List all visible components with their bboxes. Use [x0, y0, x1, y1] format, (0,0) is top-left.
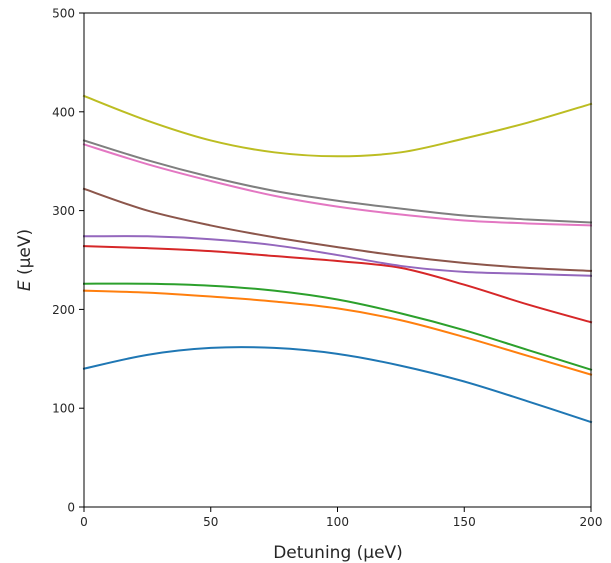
- series-line-8: [82, 139, 593, 224]
- series-line-6: [82, 187, 593, 272]
- y-axis-label-var: E: [15, 280, 35, 291]
- axes-layer: 0 50 100 150 200 0 100 200 300 400 500: [52, 7, 602, 530]
- y-axis-label-unit: (μeV): [15, 229, 35, 281]
- y-tick-label: 500: [52, 7, 75, 21]
- y-tick-label: 100: [52, 402, 75, 416]
- series-line-1: [82, 346, 593, 424]
- series-line-9: [82, 94, 593, 158]
- y-tick-label: 400: [52, 105, 75, 119]
- x-tick-label: 150: [453, 515, 476, 529]
- series-layer: [82, 94, 593, 424]
- series-line-4: [82, 245, 593, 324]
- y-axis-label: E (μeV): [15, 229, 35, 291]
- series-line-3: [82, 282, 593, 371]
- x-tick-label: 50: [203, 515, 218, 529]
- series-line-7: [82, 143, 593, 227]
- y-tick-label: 0: [67, 501, 75, 515]
- x-tick-label: 200: [580, 515, 603, 529]
- series-line-5: [82, 235, 593, 277]
- x-axis-label: Detuning (μeV): [273, 543, 403, 563]
- series-line-2: [82, 289, 593, 376]
- x-tick-label: 100: [326, 515, 349, 529]
- y-tick-label: 200: [52, 303, 75, 317]
- x-tick-label: 0: [80, 515, 88, 529]
- y-tick-label: 300: [52, 204, 75, 218]
